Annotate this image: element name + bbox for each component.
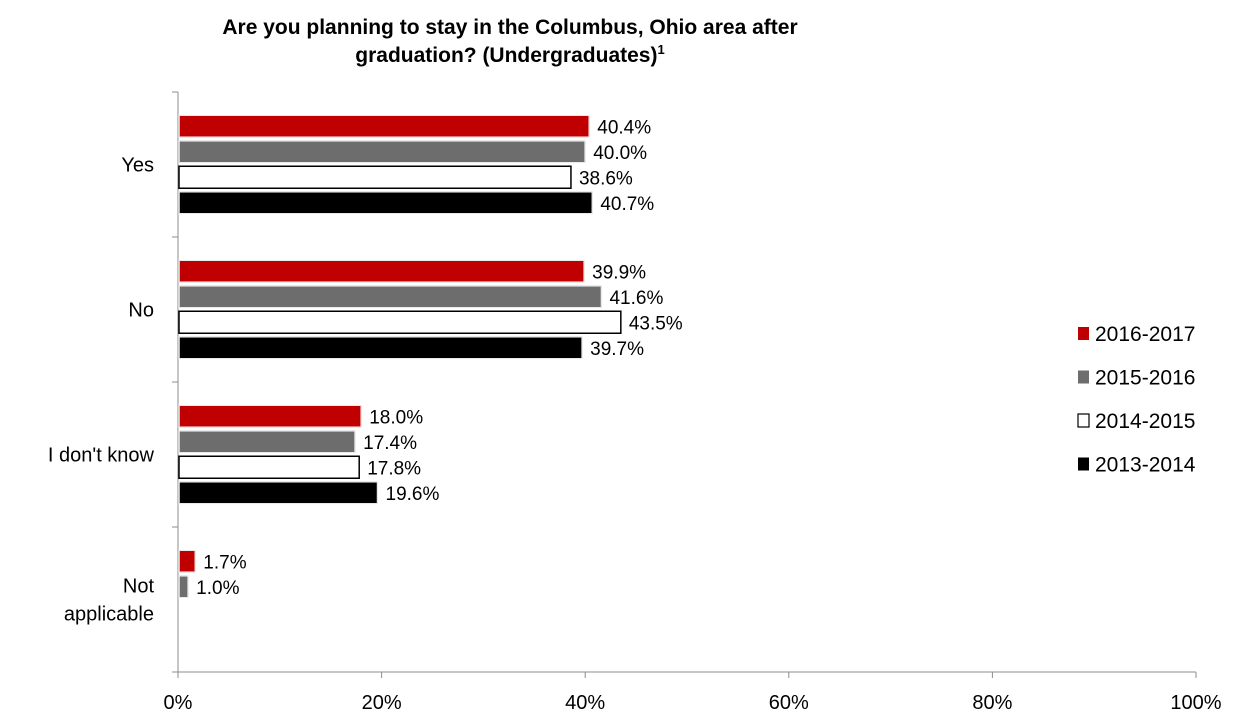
bar-edge [178, 575, 189, 599]
category-label: No [128, 300, 154, 322]
data-label: 38.6% [579, 168, 633, 189]
bar [178, 336, 583, 360]
data-label: 43.5% [629, 313, 683, 334]
bar-edge [178, 191, 593, 215]
data-label: 19.6% [386, 484, 440, 505]
category-label: applicable [64, 604, 154, 626]
category-label: Yes [121, 155, 154, 177]
bar-edge [178, 259, 585, 283]
bar-edge [178, 114, 590, 138]
bar [178, 455, 360, 479]
chart-title-footnote-mark: 1 [657, 42, 665, 57]
x-tick-label: 60% [769, 692, 809, 714]
x-tick-label: 40% [565, 692, 605, 714]
data-label: 39.9% [592, 262, 646, 283]
bar-edge [178, 336, 583, 360]
bar [178, 549, 197, 573]
x-tick-label: 100% [1170, 692, 1221, 714]
chart-title: Are you planning to stay in the Columbus… [130, 14, 890, 70]
bar [178, 259, 585, 283]
data-label: 17.8% [367, 458, 421, 479]
data-label: 1.0% [196, 578, 239, 599]
bar [178, 140, 586, 164]
bar [178, 575, 189, 599]
bar [178, 430, 356, 454]
x-tick-label: 80% [972, 692, 1012, 714]
legend-swatch [1078, 370, 1089, 384]
data-label: 41.6% [609, 288, 663, 309]
bar-edge [178, 549, 196, 573]
legend-label: 2016-2017 [1095, 323, 1195, 346]
category-label: I don't know [48, 445, 155, 467]
data-label: 17.4% [363, 433, 417, 454]
bar-edge [178, 404, 362, 428]
bar [178, 114, 591, 138]
data-label: 1.7% [203, 552, 246, 573]
data-label: 18.0% [369, 407, 423, 428]
bar [178, 165, 572, 189]
data-label: 39.7% [590, 339, 644, 360]
legend-swatch [1077, 413, 1090, 428]
bar-edge [178, 285, 602, 309]
data-label: 40.7% [600, 194, 654, 215]
chart-title-line-1: Are you planning to stay in the Columbus… [222, 16, 798, 39]
category-label: Not [123, 576, 155, 598]
legend-label: 2015-2016 [1095, 367, 1195, 390]
legend-swatch [1078, 457, 1089, 471]
bar-edge [178, 140, 586, 164]
legend-label: 2014-2015 [1095, 410, 1195, 433]
bar [178, 191, 594, 215]
bar [178, 404, 362, 428]
bar-edge [178, 430, 356, 454]
bar [178, 310, 622, 334]
bar [178, 285, 603, 309]
legend-swatch [1078, 327, 1089, 340]
bar [178, 481, 379, 505]
legend-label: 2013-2014 [1095, 454, 1196, 477]
data-label: 40.0% [593, 143, 647, 164]
bar-edge [178, 481, 378, 505]
data-label: 40.4% [597, 117, 651, 138]
x-tick-label: 20% [362, 692, 402, 714]
x-tick-label: 0% [164, 692, 193, 714]
chart-title-line-2: graduation? (Undergraduates) [355, 44, 658, 67]
